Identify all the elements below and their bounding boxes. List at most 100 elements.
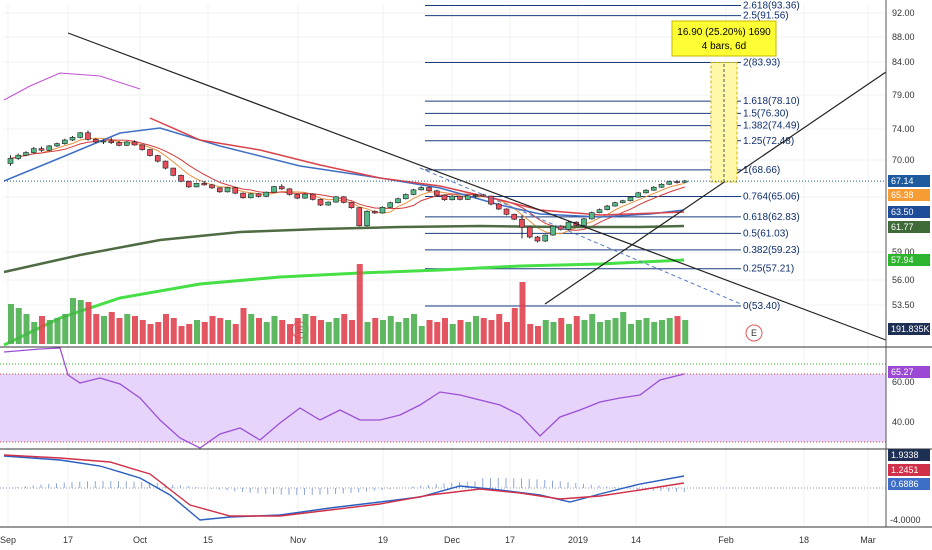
earnings-marker-label: E [751, 328, 757, 338]
volume-bar [116, 318, 123, 344]
rsi-band [0, 374, 886, 442]
candle-body [15, 154, 22, 159]
volume-bar [558, 318, 565, 344]
rsi-axis-tick: 60.00 [892, 377, 915, 387]
fib-level-label: 2(83.93) [743, 57, 780, 68]
volume-bar [124, 314, 131, 344]
fib-level-label: 0(53.40) [743, 301, 780, 312]
candle-body [395, 198, 401, 204]
volume-bar [132, 316, 138, 344]
volume-bar [604, 320, 611, 344]
candle-body [170, 167, 177, 176]
price-badge [888, 189, 930, 201]
volume-bar [511, 308, 518, 344]
price-badge [888, 206, 930, 218]
price-badge [888, 478, 930, 490]
ma-dark-green-line [3, 224, 685, 274]
candle-body [85, 132, 91, 140]
volume-bar [178, 326, 185, 344]
volume-bar [372, 318, 379, 344]
time-axis-tick: Feb [718, 535, 734, 545]
volume-bar [263, 322, 270, 344]
candle-body [348, 202, 355, 208]
candle-body [596, 209, 603, 213]
volume-bar [232, 324, 239, 344]
candle-body [364, 211, 370, 227]
candle-body [247, 193, 254, 199]
volume-bar [550, 322, 557, 344]
measure-label-line1: 16.90 (25.20%) 1690 [677, 27, 771, 38]
price-axis-tick: 74.00 [892, 124, 915, 134]
volume-bar [581, 320, 588, 344]
price-axis-tick: 59.00 [892, 247, 915, 257]
candle-body [333, 196, 339, 203]
candle-body [379, 207, 386, 214]
price-badge [888, 254, 930, 266]
volume-bar [426, 320, 433, 344]
candle-body [464, 195, 471, 200]
time-axis-tick: 14 [631, 535, 641, 545]
candle-body [495, 203, 502, 210]
candle-body [612, 202, 618, 207]
candle-body [23, 152, 29, 156]
volume-bar [287, 324, 293, 344]
measure-range-box[interactable] [710, 61, 738, 183]
candle-body [54, 143, 60, 147]
volume-bar [39, 316, 45, 344]
price-badge-label: 0.6886 [891, 479, 919, 489]
volume-bar [612, 318, 619, 344]
volume-bar [674, 316, 681, 344]
volume-bar [77, 300, 84, 344]
rsi-line [3, 347, 685, 449]
candle-body [131, 141, 138, 146]
volume-bar [449, 324, 456, 344]
volume-bar [643, 318, 650, 344]
candle-body [193, 182, 200, 188]
volume-bar [194, 320, 200, 344]
volume-bar [201, 322, 208, 344]
candle-body [441, 194, 448, 201]
volume-bar [15, 308, 22, 344]
price-badge-label: 191.835K [891, 324, 930, 334]
volume-bar [411, 314, 417, 344]
candle-body [240, 192, 246, 199]
candle-body [147, 149, 153, 156]
time-axis-tick: Mar [860, 535, 876, 545]
volume-bar [225, 320, 231, 344]
volume-bar [380, 320, 386, 344]
candle-body [511, 213, 518, 220]
fib-level-label: 1.5(76.30) [743, 108, 789, 119]
volume-bar [442, 318, 448, 344]
volume-bar [294, 318, 301, 344]
candle-body [550, 225, 556, 236]
earnings-marker[interactable] [745, 324, 763, 342]
volume-bar [139, 320, 146, 344]
candle-body [565, 221, 572, 230]
fib-level-label: 2.618(93.36) [743, 1, 800, 12]
candle-body [650, 186, 657, 191]
fib-level-label: 0.618(62.83) [743, 212, 800, 223]
volume-bar [93, 314, 100, 344]
volume-bar [147, 324, 154, 344]
price-badge-label: 63.50 [891, 207, 914, 217]
candle-body [232, 187, 239, 194]
time-axis-tick: 19 [378, 535, 388, 545]
volume-bar [8, 304, 14, 344]
macd-signal-line [3, 454, 685, 517]
volume-bar [108, 312, 115, 344]
volume-bar [473, 316, 479, 344]
candle-body [185, 180, 192, 188]
candle-body [449, 195, 456, 201]
volume-bar [535, 326, 541, 344]
candle-body [100, 140, 107, 143]
candle-body [433, 190, 440, 196]
candle-body [139, 144, 146, 150]
fib-level-label: 1.618(78.10) [743, 96, 800, 107]
candle-body [224, 187, 231, 193]
candle-body [526, 226, 533, 238]
fib-level-label: 0.382(59.23) [743, 245, 800, 256]
candle-body [635, 192, 642, 198]
candle-body [30, 148, 37, 153]
